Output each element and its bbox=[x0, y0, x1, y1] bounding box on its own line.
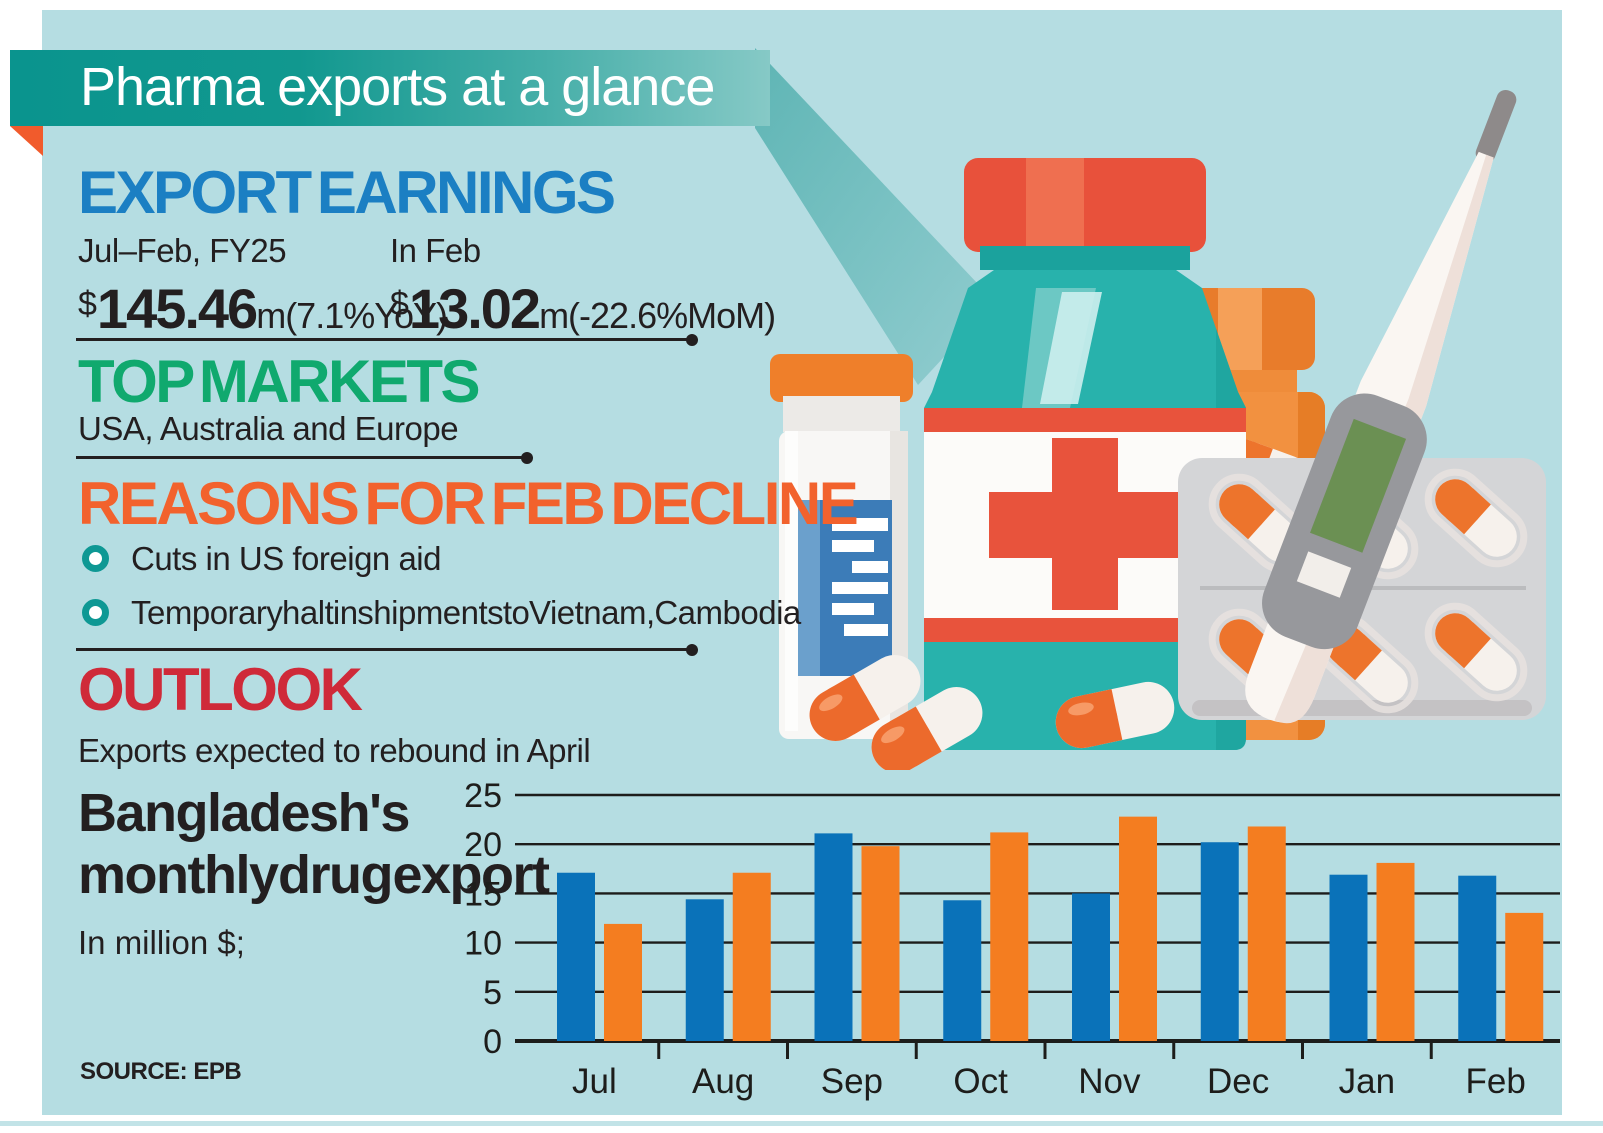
outlook-heading: OUTLOOK bbox=[78, 656, 363, 723]
period-label: Jul–Feb, FY25 bbox=[78, 232, 287, 269]
bottom-accent-strip bbox=[0, 1121, 1603, 1126]
list-item: Cuts in US foreign aid bbox=[82, 540, 442, 578]
bullet-text: Cuts in US foreign aid bbox=[131, 540, 442, 577]
chart-title-line1: Bangladesh's bbox=[78, 783, 410, 843]
outlook-text: Exports expected to rebound in April bbox=[78, 732, 591, 769]
y-tick-label-15: 15 bbox=[464, 875, 502, 913]
y-tick-label-5: 5 bbox=[483, 974, 502, 1012]
y-tick-label-20: 20 bbox=[464, 826, 502, 864]
source-note: SOURCE: EPB bbox=[80, 1058, 242, 1085]
export-earnings-feb-column: In Feb $13.02m(-22.6%MoM) bbox=[390, 232, 776, 341]
x-label-jul: Jul bbox=[572, 1062, 617, 1101]
divider bbox=[76, 333, 698, 346]
red-cross-icon bbox=[989, 438, 1181, 610]
x-label-nov: Nov bbox=[1078, 1062, 1141, 1101]
period-change: m(7.1%YoY) bbox=[256, 295, 448, 336]
bar-feb-series-blue bbox=[1458, 875, 1497, 1041]
bar-aug-series-orange bbox=[732, 872, 771, 1041]
divider bbox=[76, 451, 533, 464]
bar-jul-series-blue bbox=[557, 872, 595, 1041]
x-label-oct: Oct bbox=[953, 1062, 1008, 1101]
bar-sep-series-blue bbox=[814, 833, 853, 1041]
bar-feb-series-orange bbox=[1505, 912, 1544, 1041]
export-earnings-period-column: Jul–Feb, FY25 $145.46m(7.1%YoY) bbox=[78, 232, 448, 341]
page-title: Pharma exports at a glance bbox=[80, 57, 715, 117]
feb-label: In Feb bbox=[390, 232, 481, 269]
x-label-dec: Dec bbox=[1207, 1062, 1269, 1101]
bar-chart: 0 5 10 15 20 25 Jul Aug Sep Oct Nov Dec Jan Feb bbox=[464, 777, 1560, 1101]
banner-fold-triangle bbox=[10, 126, 43, 156]
currency-sign: $ bbox=[390, 285, 409, 323]
x-label-aug: Aug bbox=[692, 1062, 754, 1101]
bullet-text: Temporary halt in shipments to Vietnam, … bbox=[131, 594, 801, 631]
feb-change: m(-22.6%MoM) bbox=[539, 295, 776, 336]
pharma-illustration bbox=[755, 48, 1546, 770]
bar-jan-series-blue bbox=[1329, 874, 1368, 1041]
banner-ribbon bbox=[755, 48, 995, 385]
top-markets-text: USA, Australia and Europe bbox=[78, 410, 459, 447]
y-tick-label-25: 25 bbox=[464, 777, 502, 815]
period-amount: 145.46 bbox=[96, 277, 258, 340]
bar-nov-series-orange bbox=[1119, 816, 1157, 1041]
title-banner: Pharma exports at a glance bbox=[10, 50, 770, 126]
bar-nov-series-blue bbox=[1072, 893, 1110, 1041]
export-earnings-heading: EXPORT EARNINGS bbox=[78, 159, 616, 226]
chart-unit-note: In million $; bbox=[78, 924, 245, 961]
bar-oct-series-orange bbox=[990, 832, 1029, 1041]
bullet-ring-icon bbox=[82, 545, 109, 572]
bar-aug-series-blue bbox=[685, 899, 724, 1041]
bar-dec-series-blue bbox=[1200, 842, 1239, 1041]
currency-sign: $ bbox=[78, 285, 97, 323]
bar-jan-series-orange bbox=[1376, 862, 1415, 1041]
feb-value: $13.02m(-22.6%MoM) bbox=[390, 276, 776, 341]
bar-dec-series-orange bbox=[1247, 826, 1286, 1041]
y-tick-label-10: 10 bbox=[464, 925, 502, 963]
medicine-jar-white bbox=[770, 354, 913, 739]
thermometer-icon bbox=[1245, 89, 1517, 724]
period-value: $145.46m(7.1%YoY) bbox=[78, 276, 448, 341]
feb-amount: 13.02 bbox=[408, 277, 541, 340]
chart-title-line2: monthly drug export bbox=[78, 845, 550, 905]
bar-sep-series-orange bbox=[861, 846, 900, 1041]
bullet-ring-icon bbox=[82, 599, 109, 626]
x-label-sep: Sep bbox=[821, 1062, 883, 1101]
x-label-feb: Feb bbox=[1465, 1062, 1525, 1101]
divider bbox=[76, 643, 698, 656]
list-item: Temporary halt in shipments to Vietnam, … bbox=[82, 594, 801, 632]
x-label-jan: Jan bbox=[1339, 1062, 1395, 1101]
y-tick-label-0: 0 bbox=[483, 1023, 502, 1061]
feb-decline-heading: REASONS FOR FEB DECLINE bbox=[78, 470, 859, 537]
top-markets-heading: TOP MARKETS bbox=[78, 348, 481, 415]
jar-label-blue bbox=[798, 500, 892, 676]
bar-oct-series-blue bbox=[943, 900, 982, 1041]
bar-jul-series-orange bbox=[604, 923, 642, 1041]
